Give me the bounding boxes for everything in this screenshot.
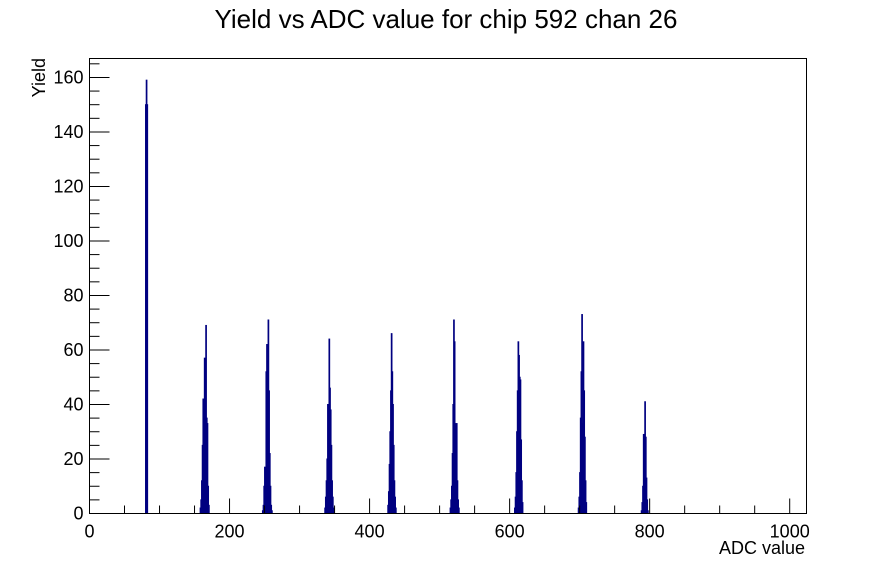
y-tick-label: 80 — [63, 285, 83, 305]
histogram-bin — [521, 502, 524, 515]
x-tick-label: 1000 — [770, 522, 810, 542]
x-tick-label: 400 — [355, 522, 385, 542]
y-tick-label: 0 — [73, 504, 83, 524]
histogram-bin — [585, 502, 588, 515]
y-tick-label: 160 — [53, 67, 83, 87]
chart-title: Yield vs ADC value for chip 592 chan 26 — [215, 4, 678, 34]
histogram-bin — [208, 504, 210, 515]
x-tick-label: 200 — [215, 522, 245, 542]
y-axis-label: Yield — [29, 58, 49, 97]
y-tick-label: 20 — [63, 449, 83, 469]
y-tick-label: 60 — [63, 340, 83, 360]
x-tick-label: 0 — [84, 522, 94, 542]
x-tick-label: 800 — [635, 522, 665, 542]
histogram-bin — [394, 507, 397, 514]
histogram-layer — [145, 79, 649, 515]
y-tick-label: 120 — [53, 176, 83, 196]
x-axis-label: ADC value — [719, 538, 805, 558]
x-tick-label: 600 — [495, 522, 525, 542]
plot-frame — [89, 58, 807, 514]
histogram-bin — [146, 104, 149, 514]
axis-ticks: 0 200 400 600 800 1000 0 20 40 60 80 100 120 140 160 — [53, 63, 810, 542]
y-tick-label: 40 — [63, 394, 83, 414]
histogram-bin — [458, 507, 460, 514]
y-tick-label: 100 — [53, 231, 83, 251]
histogram-bin — [332, 507, 335, 514]
y-tick-label: 140 — [53, 122, 83, 142]
